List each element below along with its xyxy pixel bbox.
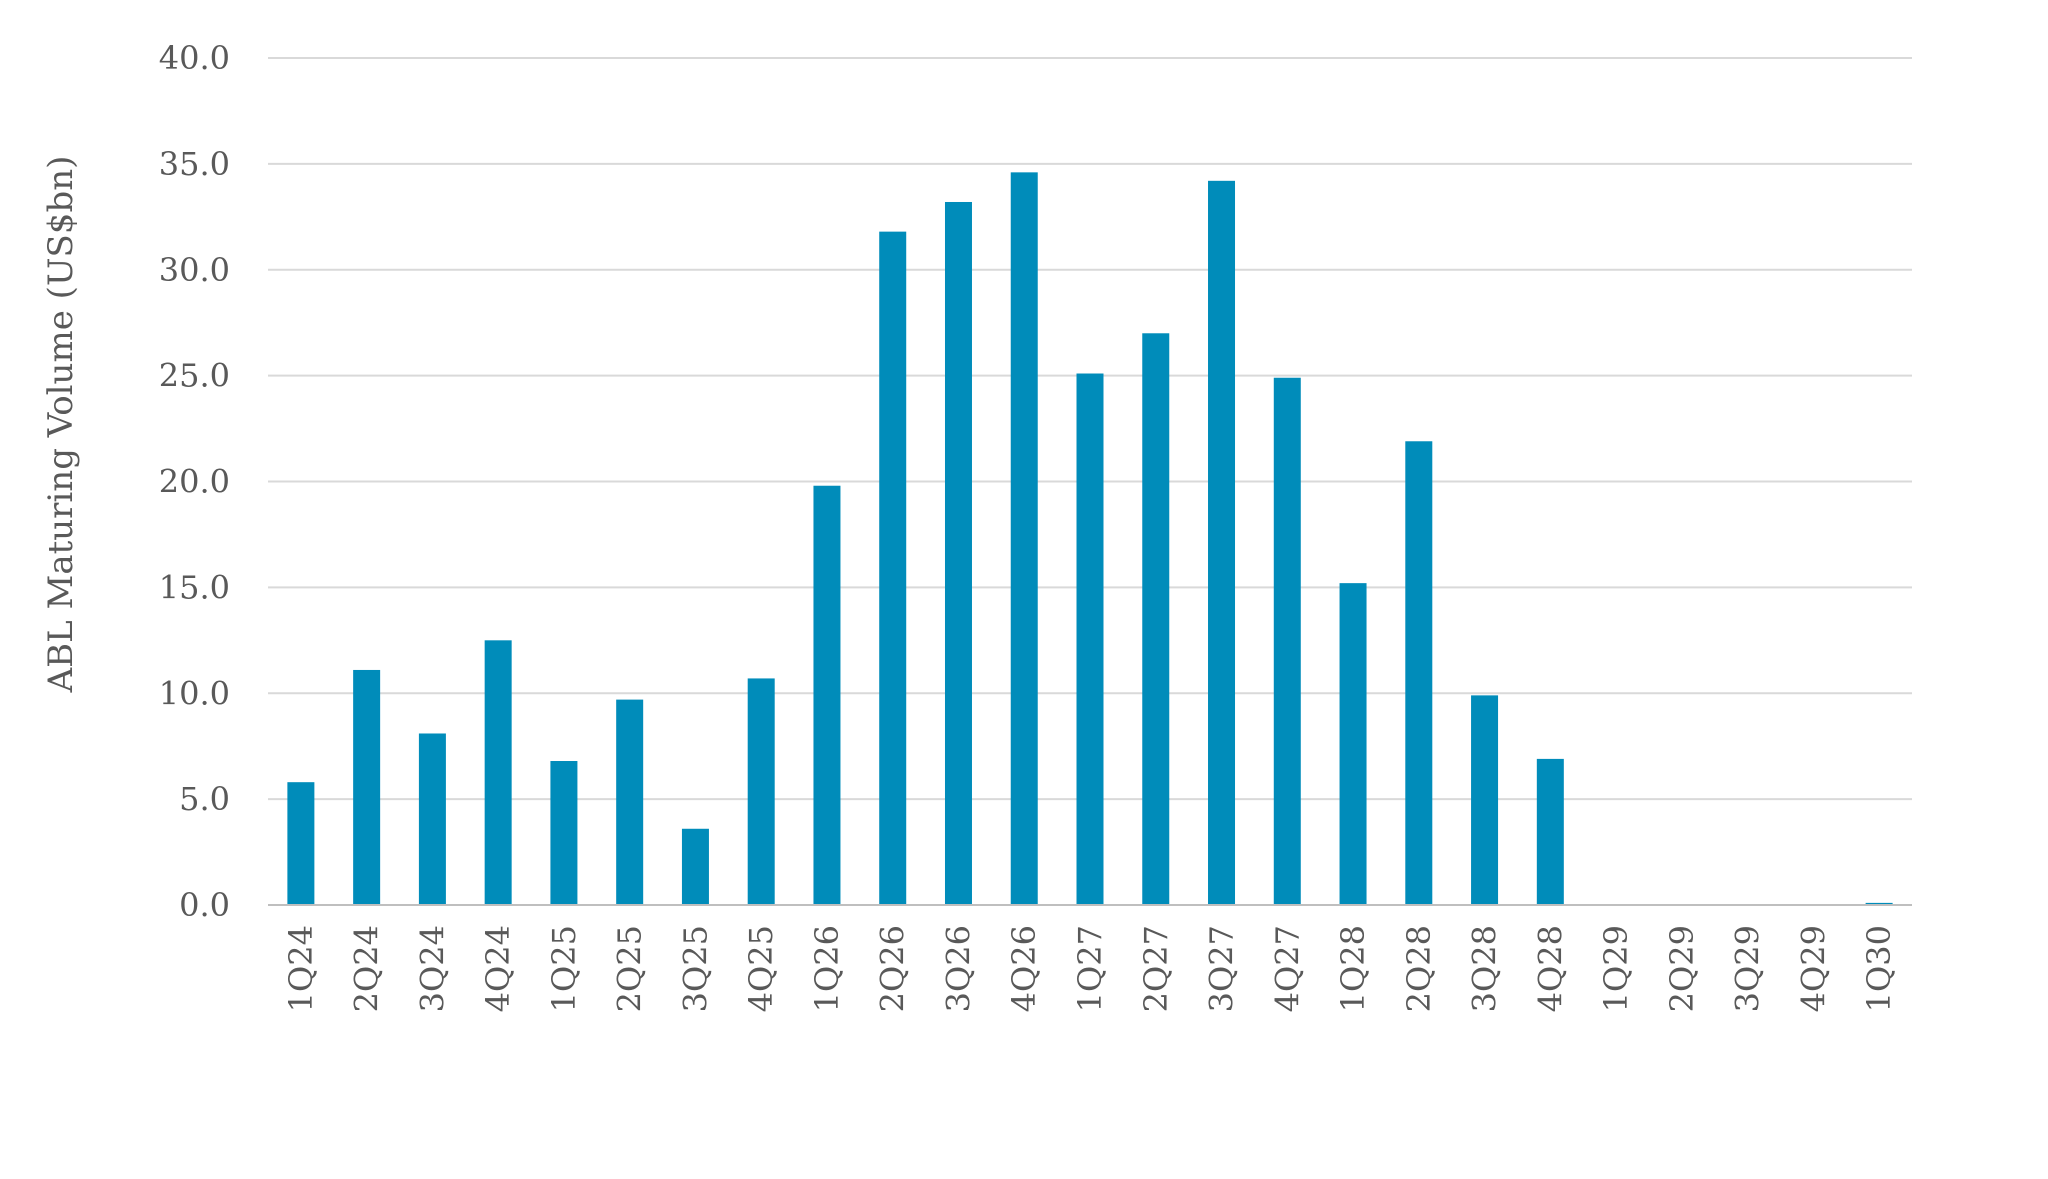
- bar-3Q27: [1208, 180, 1236, 905]
- x-tick-label: 4Q27: [1268, 925, 1306, 1012]
- x-tick-label: 1Q24: [282, 925, 320, 1012]
- bar-3Q26: [944, 201, 972, 906]
- y-tick-label: 5.0: [179, 780, 230, 818]
- x-tick-label: 4Q24: [479, 925, 517, 1012]
- x-tick-label: 2Q28: [1400, 925, 1438, 1012]
- x-tick-label: 2Q25: [611, 925, 649, 1012]
- y-tick-label: 0.0: [179, 886, 230, 924]
- bars: [287, 172, 1893, 906]
- y-tick-label: 20.0: [159, 463, 230, 501]
- y-tick-label: 25.0: [159, 357, 230, 395]
- x-tick-label: 1Q25: [545, 925, 583, 1012]
- bar-4Q24: [484, 640, 512, 905]
- y-axis-ticks: 0.0 5.0 10.0 15.0 20.0 25.0 30.0 35.0 40.0: [159, 39, 230, 924]
- y-tick-label: 15.0: [159, 568, 230, 606]
- bar-3Q25: [681, 828, 709, 905]
- x-tick-label: 3Q24: [413, 925, 451, 1012]
- y-tick-label: 30.0: [159, 251, 230, 289]
- bar-1Q28: [1339, 583, 1367, 905]
- y-tick-label: 40.0: [159, 39, 230, 77]
- x-tick-label: 1Q26: [808, 925, 846, 1012]
- bar-4Q25: [747, 678, 775, 905]
- x-tick-label: 3Q25: [676, 925, 714, 1012]
- x-tick-label: 3Q27: [1203, 925, 1241, 1012]
- bar-1Q27: [1076, 373, 1104, 905]
- x-tick-label: 3Q26: [939, 925, 977, 1012]
- x-tick-label: 2Q27: [1137, 925, 1175, 1012]
- bar-1Q25: [550, 761, 578, 905]
- x-tick-label: 2Q26: [874, 925, 912, 1012]
- bar-1Q24: [287, 782, 315, 905]
- bar-1Q30: [1865, 902, 1893, 905]
- y-tick-label: 35.0: [159, 145, 230, 183]
- x-tick-label: 1Q27: [1071, 925, 1109, 1012]
- bar-4Q26: [1010, 172, 1038, 906]
- x-axis-ticks: 1Q24 2Q24 3Q24 4Q24 1Q25 2Q25 3Q25 4Q25 1Q26 2Q26…: [282, 925, 1898, 1012]
- bar-2Q28: [1405, 441, 1433, 905]
- y-tick-label: 10.0: [159, 674, 230, 712]
- x-tick-label: 1Q29: [1597, 925, 1635, 1012]
- x-tick-label: 2Q24: [348, 925, 386, 1012]
- x-tick-label: 1Q28: [1334, 925, 1372, 1012]
- x-tick-label: 3Q28: [1466, 925, 1504, 1012]
- x-tick-label: 2Q29: [1663, 925, 1701, 1012]
- bar-4Q28: [1536, 758, 1564, 905]
- y-axis-label: ABL Maturing Volume (US$bn): [41, 156, 81, 694]
- bar-2Q26: [879, 231, 907, 905]
- bar-3Q28: [1471, 695, 1499, 905]
- x-tick-label: 4Q28: [1531, 925, 1569, 1012]
- x-tick-label: 4Q29: [1794, 925, 1832, 1012]
- bar-2Q27: [1142, 333, 1170, 905]
- bar-1Q26: [813, 485, 841, 905]
- bar-3Q24: [418, 733, 446, 905]
- bar-2Q24: [353, 669, 381, 905]
- x-tick-label: 4Q26: [1005, 925, 1043, 1012]
- bar-4Q27: [1273, 377, 1301, 905]
- x-tick-label: 4Q25: [742, 925, 780, 1012]
- bar-2Q25: [616, 699, 644, 905]
- x-tick-label: 3Q29: [1729, 925, 1767, 1012]
- x-tick-label: 1Q30: [1860, 925, 1898, 1012]
